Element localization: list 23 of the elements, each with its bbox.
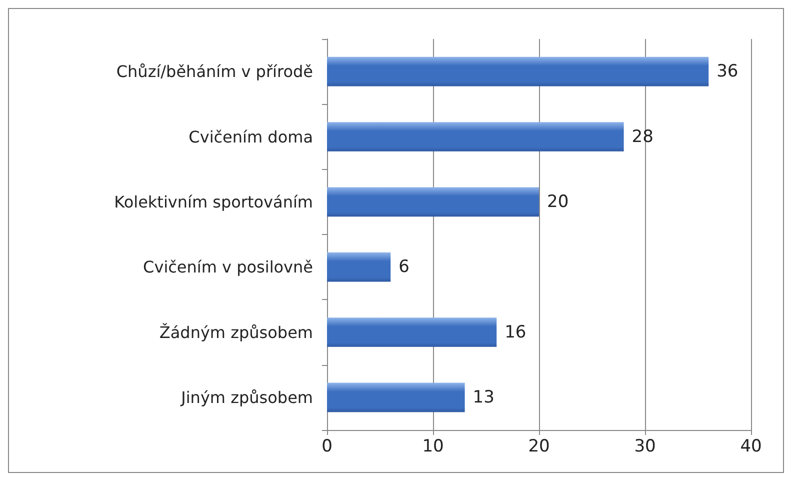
bar xyxy=(327,318,497,347)
bar xyxy=(327,187,539,217)
x-tick-label: 20 xyxy=(528,436,550,456)
x-tick-label: 40 xyxy=(740,436,762,456)
bar xyxy=(327,252,391,282)
y-tick-label: Žádným způsobem xyxy=(159,322,313,342)
data-label: 28 xyxy=(632,126,654,147)
x-tick-label: 10 xyxy=(422,436,444,456)
data-label: 20 xyxy=(547,192,569,212)
data-label: 6 xyxy=(398,257,410,278)
data-label: 13 xyxy=(472,387,494,408)
y-tick-label: Chůzí/běháním v přírodě xyxy=(116,62,313,82)
y-tick-label: Cvičením v posilovně xyxy=(143,258,313,277)
x-tick-label: 30 xyxy=(634,436,656,456)
y-tick-label: Jiným způsobem xyxy=(180,388,313,407)
y-tick-label: Cvičením doma xyxy=(188,127,313,146)
bar xyxy=(327,382,465,412)
x-tick-label: 0 xyxy=(322,436,332,456)
data-label: 16 xyxy=(504,322,526,342)
bar xyxy=(327,56,709,86)
bar xyxy=(327,122,624,152)
data-label: 36 xyxy=(716,62,738,82)
y-tick-label: Kolektivním sportováním xyxy=(114,192,313,212)
